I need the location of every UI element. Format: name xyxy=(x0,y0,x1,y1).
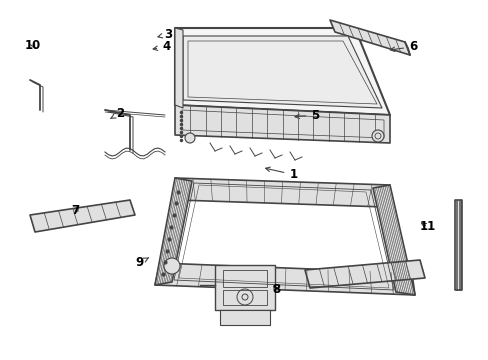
Text: 2: 2 xyxy=(110,107,123,120)
Polygon shape xyxy=(220,310,269,325)
Circle shape xyxy=(163,258,180,274)
Polygon shape xyxy=(155,263,414,295)
Polygon shape xyxy=(175,28,389,115)
Polygon shape xyxy=(215,265,274,310)
Polygon shape xyxy=(372,185,414,295)
Text: 8: 8 xyxy=(272,283,280,296)
Polygon shape xyxy=(329,20,409,55)
Circle shape xyxy=(184,133,195,143)
Text: 4: 4 xyxy=(153,40,170,53)
Text: 11: 11 xyxy=(419,220,435,233)
Polygon shape xyxy=(175,178,389,207)
Text: 7: 7 xyxy=(72,204,80,217)
Text: 9: 9 xyxy=(135,256,148,269)
Circle shape xyxy=(242,294,247,300)
Polygon shape xyxy=(183,36,381,108)
Text: 10: 10 xyxy=(25,39,41,51)
Text: 5: 5 xyxy=(294,109,319,122)
Polygon shape xyxy=(454,200,461,290)
Circle shape xyxy=(371,130,383,142)
Polygon shape xyxy=(155,178,192,285)
Polygon shape xyxy=(30,200,135,232)
Polygon shape xyxy=(305,260,424,288)
Polygon shape xyxy=(175,105,389,143)
Polygon shape xyxy=(175,28,183,108)
Text: 3: 3 xyxy=(158,28,172,41)
Text: 1: 1 xyxy=(265,167,297,181)
Text: 6: 6 xyxy=(389,40,416,53)
